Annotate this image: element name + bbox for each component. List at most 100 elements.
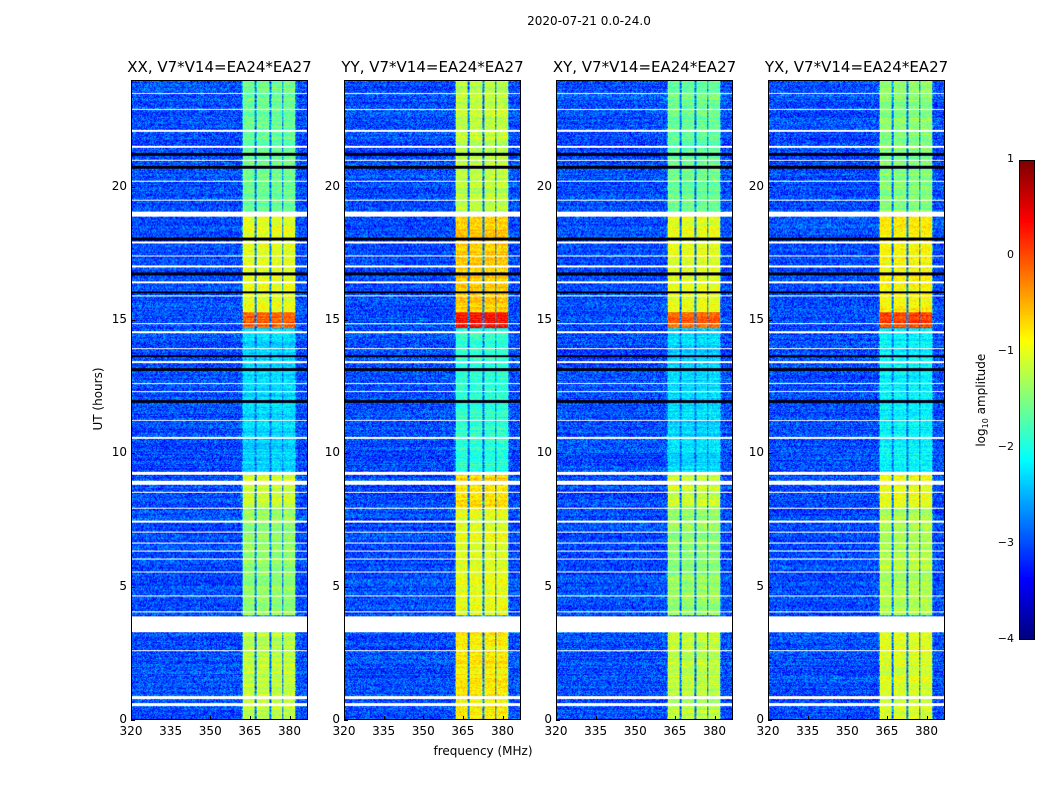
y-tick-label: 5 [544,578,552,593]
x-tick-mark [462,716,464,720]
spectrogram-panel [344,80,521,720]
x-tick-label: 335 [159,724,183,738]
x-tick-label: 350 [835,724,859,738]
y-tick-label: 20 [748,178,764,193]
y-tick-mark [131,320,135,321]
y-tick-mark [131,453,135,455]
y-tick-mark [768,586,772,588]
panel-title: XY, V7*V14=EA24*EA27 [552,58,737,76]
x-tick-label: 320 [756,724,780,738]
spectrogram-panel [131,80,308,720]
x-tick-label: 380 [491,724,514,738]
y-tick-label: 20 [111,178,127,193]
colorbar-tick-label: −4 [997,632,1014,645]
y-tick-mark [556,453,560,455]
panel-title: YY, V7*V14=EA24*EA27 [341,58,524,76]
colorbar [1019,160,1035,640]
y-tick-label: 20 [536,178,552,193]
y-tick-label: 0 [756,712,764,726]
x-tick-mark [344,716,345,720]
colorbar-tick-label: −3 [997,536,1014,549]
panel-title: YX, V7*V14=EA24*EA27 [764,58,949,76]
x-tick-mark [423,716,425,720]
panel-title: XX, V7*V14=EA24*EA27 [127,58,312,76]
y-tick-mark [344,586,348,588]
y-tick-label: 20 [324,178,340,193]
x-tick-label: 350 [411,724,435,738]
x-tick-label: 380 [703,724,726,738]
y-tick-mark [768,720,772,721]
colorbar-tick-label: −2 [997,440,1014,453]
y-tick-mark [344,453,348,455]
x-tick-label: 365 [238,724,262,738]
y-tick-mark [131,186,135,188]
x-tick-label: 335 [372,724,396,738]
x-tick-label: 365 [451,724,475,738]
x-tick-mark [926,716,928,720]
y-tick-label: 0 [332,712,340,726]
x-tick-mark [635,716,637,720]
x-axis-label: frequency (MHz) [433,744,533,758]
y-tick-label: 10 [748,445,764,460]
colorbar-tick-label: 0 [1007,248,1014,261]
x-tick-mark [289,716,291,720]
x-tick-mark [502,716,504,720]
x-tick-label: 320 [544,724,568,738]
x-tick-label: 365 [663,724,687,738]
x-tick-label: 335 [796,724,820,738]
y-axis-label: UT (hours) [91,367,105,431]
y-tick-mark [556,320,560,321]
y-tick-label: 0 [119,712,127,726]
y-tick-label: 15 [536,312,552,326]
colorbar-tick-label: 1 [1007,152,1014,165]
x-tick-label: 350 [623,724,647,738]
y-tick-mark [768,186,772,188]
y-tick-label: 5 [332,578,340,593]
y-tick-mark [556,720,560,721]
x-tick-label: 320 [332,724,356,738]
y-tick-label: 15 [324,312,340,326]
y-tick-label: 10 [536,445,552,460]
x-tick-mark [886,716,888,720]
y-tick-mark [768,320,772,321]
x-tick-label: 380 [278,724,301,738]
x-tick-label: 365 [875,724,899,738]
x-tick-mark [807,716,809,720]
figure-title: 2020-07-21 0.0-24.0 [527,14,651,28]
y-tick-mark [768,453,772,455]
y-tick-mark [344,720,348,721]
y-tick-mark [556,586,560,588]
y-tick-label: 5 [756,578,764,593]
spectrogram-image [132,81,307,719]
y-tick-mark [556,186,560,188]
x-tick-mark [556,716,557,720]
spectrogram-image [557,81,732,719]
x-tick-mark [674,716,676,720]
x-tick-mark [768,716,769,720]
x-tick-label: 320 [119,724,143,738]
colorbar-tick-label: −1 [997,344,1014,357]
y-tick-mark [131,586,135,588]
y-tick-label: 5 [119,578,127,593]
y-tick-label: 0 [544,712,552,726]
spectrogram-image [769,81,944,719]
x-tick-mark [210,716,212,720]
x-tick-mark [249,716,251,720]
x-tick-label: 350 [198,724,222,738]
x-tick-label: 380 [915,724,938,738]
x-tick-mark [383,716,385,720]
colorbar-gradient [1020,161,1034,639]
x-tick-mark [847,716,849,720]
y-tick-label: 10 [111,445,127,460]
y-tick-mark [131,720,135,721]
x-tick-label: 335 [584,724,608,738]
x-tick-mark [170,716,172,720]
y-tick-mark [344,320,348,321]
x-tick-mark [595,716,597,720]
y-tick-label: 15 [111,312,127,326]
spectrogram-image [345,81,520,719]
x-tick-mark [714,716,716,720]
y-tick-mark [344,186,348,188]
x-tick-mark [131,716,132,720]
